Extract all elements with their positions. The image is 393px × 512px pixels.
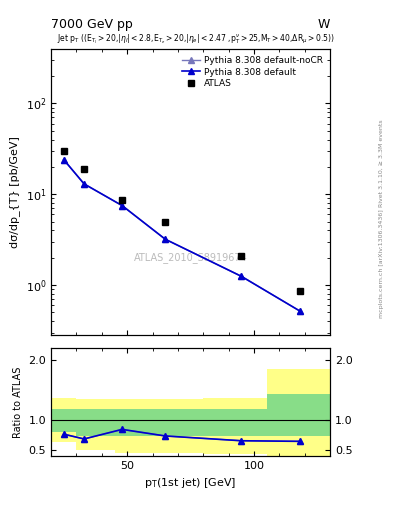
Pythia 8.308 default bbox=[239, 273, 244, 280]
Pythia 8.308 default bbox=[120, 203, 125, 209]
Text: Jet p$_\mathrm{T}$ ((E$_{\mathrm{T}_l}$$>$20,|$\eta_l$|$<$2.8,E$_{\mathrm{T}_e}$: Jet p$_\mathrm{T}$ ((E$_{\mathrm{T}_l}$$… bbox=[57, 33, 334, 46]
Pythia 8.308 default bbox=[82, 181, 86, 187]
Text: W: W bbox=[318, 18, 330, 31]
ATLAS bbox=[239, 253, 244, 259]
Pythia 8.308 default-noCR bbox=[239, 273, 244, 280]
Y-axis label: dσ/dp_{T} [pb/GeV]: dσ/dp_{T} [pb/GeV] bbox=[9, 136, 20, 248]
ATLAS bbox=[298, 288, 302, 294]
Pythia 8.308 default bbox=[298, 308, 302, 314]
Pythia 8.308 default-noCR bbox=[61, 157, 66, 163]
Line: ATLAS: ATLAS bbox=[60, 147, 303, 294]
ATLAS bbox=[82, 166, 86, 172]
Pythia 8.308 default bbox=[163, 236, 167, 242]
ATLAS bbox=[120, 197, 125, 203]
Pythia 8.308 default-noCR bbox=[120, 203, 125, 209]
Text: ATLAS_2010_S8919674: ATLAS_2010_S8919674 bbox=[134, 252, 248, 263]
Text: Rivet 3.1.10, ≥ 3.3M events: Rivet 3.1.10, ≥ 3.3M events bbox=[379, 119, 384, 207]
ATLAS bbox=[61, 148, 66, 154]
Line: Pythia 8.308 default-noCR: Pythia 8.308 default-noCR bbox=[61, 157, 303, 314]
Pythia 8.308 default bbox=[61, 157, 66, 163]
Pythia 8.308 default-noCR bbox=[82, 181, 86, 187]
Y-axis label: Ratio to ATLAS: Ratio to ATLAS bbox=[13, 366, 23, 438]
Pythia 8.308 default-noCR bbox=[298, 308, 302, 314]
Pythia 8.308 default-noCR bbox=[163, 236, 167, 242]
X-axis label: p$_\mathrm{T}$(1st jet) [GeV]: p$_\mathrm{T}$(1st jet) [GeV] bbox=[144, 476, 237, 490]
Legend: Pythia 8.308 default-noCR, Pythia 8.308 default, ATLAS: Pythia 8.308 default-noCR, Pythia 8.308 … bbox=[180, 53, 326, 91]
Text: mcplots.cern.ch [arXiv:1306.3436]: mcplots.cern.ch [arXiv:1306.3436] bbox=[379, 209, 384, 318]
ATLAS bbox=[163, 219, 167, 225]
Text: 7000 GeV pp: 7000 GeV pp bbox=[51, 18, 133, 31]
Line: Pythia 8.308 default: Pythia 8.308 default bbox=[60, 156, 303, 314]
